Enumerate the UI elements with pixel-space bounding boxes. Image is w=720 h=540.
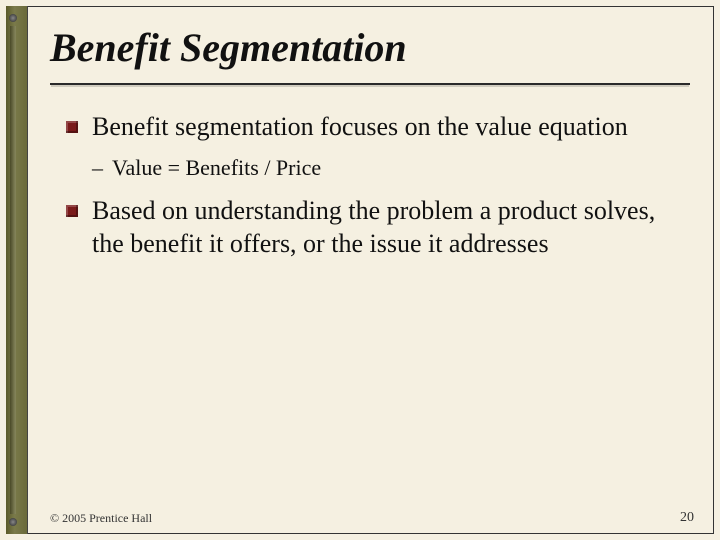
bullet-list: Benefit segmentation focuses on the valu…	[50, 111, 690, 260]
footer-copyright: © 2005 Prentice Hall	[50, 511, 152, 526]
bullet-text: Based on understanding the problem a pro…	[92, 196, 655, 258]
slide-title: Benefit Segmentation	[50, 16, 690, 85]
decorative-left-strip	[6, 6, 28, 534]
sub-bullet-list: Value = Benefits / Price	[92, 154, 690, 182]
bullet-item: Benefit segmentation focuses on the valu…	[66, 111, 690, 181]
bullet-item: Based on understanding the problem a pro…	[66, 195, 690, 260]
bullet-text: Benefit segmentation focuses on the valu…	[92, 112, 628, 141]
slide-content: Benefit Segmentation Benefit segmentatio…	[50, 16, 690, 500]
footer-page-number: 20	[680, 510, 694, 526]
sub-bullet-item: Value = Benefits / Price	[92, 154, 690, 182]
